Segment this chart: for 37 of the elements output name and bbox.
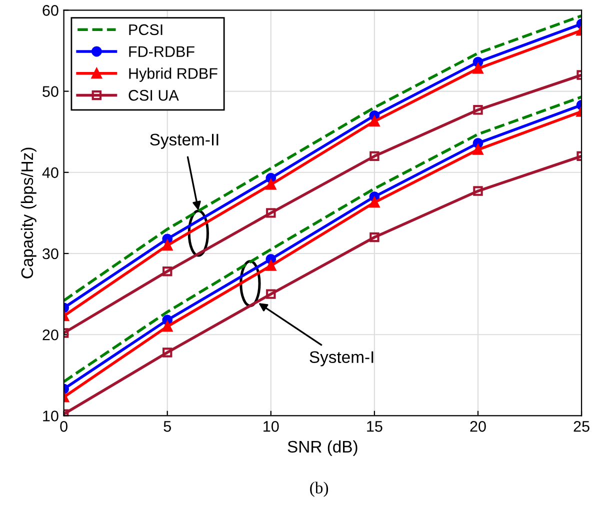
x-tick-label: 5 bbox=[164, 421, 171, 432]
point bbox=[266, 260, 276, 271]
point bbox=[266, 179, 276, 190]
x-tick-label: 10 bbox=[264, 421, 279, 432]
point bbox=[266, 289, 276, 299]
point bbox=[162, 240, 173, 251]
y-tick-label: 60 bbox=[42, 5, 58, 16]
x-tick-label: 25 bbox=[574, 421, 590, 432]
point bbox=[473, 105, 483, 115]
y-tick-label: 40 bbox=[42, 167, 58, 178]
point bbox=[162, 348, 172, 358]
annotation: System-I bbox=[310, 351, 374, 366]
point bbox=[162, 266, 172, 276]
point bbox=[472, 63, 484, 74]
x-tick-label: 15 bbox=[367, 421, 382, 432]
y-axis-title: Capacity (bps/Hz) bbox=[20, 148, 36, 278]
point bbox=[162, 321, 173, 332]
legend-label: FD-RDBF bbox=[129, 46, 194, 57]
point bbox=[266, 208, 276, 218]
point bbox=[472, 144, 484, 155]
legend-label: Hybrid RDBF bbox=[129, 68, 218, 82]
y-tick-label: 50 bbox=[42, 86, 58, 97]
y-tick-label: 10 bbox=[43, 410, 58, 422]
legend-label: CSI UA bbox=[128, 90, 179, 101]
point bbox=[473, 186, 483, 196]
point bbox=[369, 197, 380, 208]
x-axis-title: SNR (dB) bbox=[288, 440, 358, 456]
x-tick-label: 0 bbox=[60, 421, 68, 432]
text: (b) bbox=[310, 482, 328, 497]
y-tick-label: 30 bbox=[42, 248, 58, 260]
point bbox=[370, 151, 380, 162]
x-tick-label: 20 bbox=[470, 421, 486, 432]
annotation: System-II bbox=[150, 134, 218, 149]
point bbox=[370, 232, 380, 242]
y-tick-label: 20 bbox=[42, 329, 58, 340]
point bbox=[369, 116, 380, 126]
legend-label: PCSI bbox=[129, 24, 162, 36]
